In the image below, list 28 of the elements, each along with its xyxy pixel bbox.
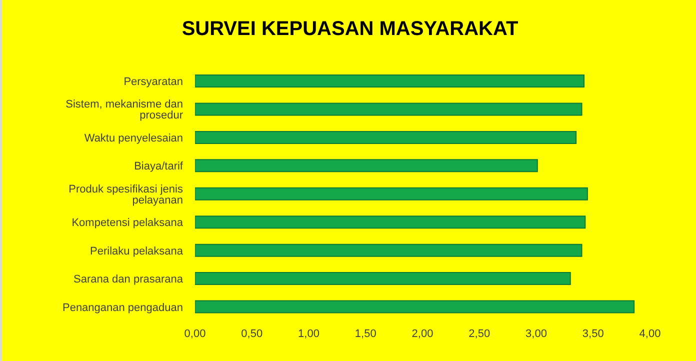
y-tick-label: Sistem, mekanisme dan prosedur <box>66 98 184 122</box>
x-tick-label: 0,00 <box>184 328 206 340</box>
x-tick-label: 3,50 <box>582 328 604 340</box>
bar <box>195 187 588 200</box>
bar <box>195 159 538 172</box>
x-tick-label: 1,00 <box>298 328 320 340</box>
bar <box>195 130 577 144</box>
bar <box>195 74 585 88</box>
bar <box>195 244 582 257</box>
y-tick-label: Penanganan pengaduan <box>62 302 183 314</box>
y-tick-label: Produk spesifikasi jenis pelayanan <box>68 183 184 206</box>
y-tick-label: Waktu penyelesaian <box>84 132 183 144</box>
chart-title: SURVEI KEPUASAN MASYARAKAT <box>180 18 520 41</box>
x-tick-label: 4,00 <box>639 328 661 340</box>
bar <box>195 272 571 286</box>
bar <box>195 300 635 314</box>
x-tick-label: 3,00 <box>526 328 547 340</box>
bar <box>195 216 586 229</box>
x-tick-label: 1,50 <box>354 328 376 340</box>
y-tick-label: Persyaratan <box>124 76 183 88</box>
y-tick-label: Biaya/tarif <box>134 160 184 173</box>
x-tick-label: 2,00 <box>412 328 434 340</box>
x-tick-label: 2,50 <box>468 328 490 340</box>
bar <box>195 102 582 116</box>
y-tick-label: Kompetensi pelaksana <box>72 217 184 230</box>
y-tick-label: Perilaku pelaksana <box>90 245 184 258</box>
x-tick-label: 0,50 <box>241 328 263 340</box>
y-tick-label: Sarana dan prasarana <box>74 274 184 286</box>
